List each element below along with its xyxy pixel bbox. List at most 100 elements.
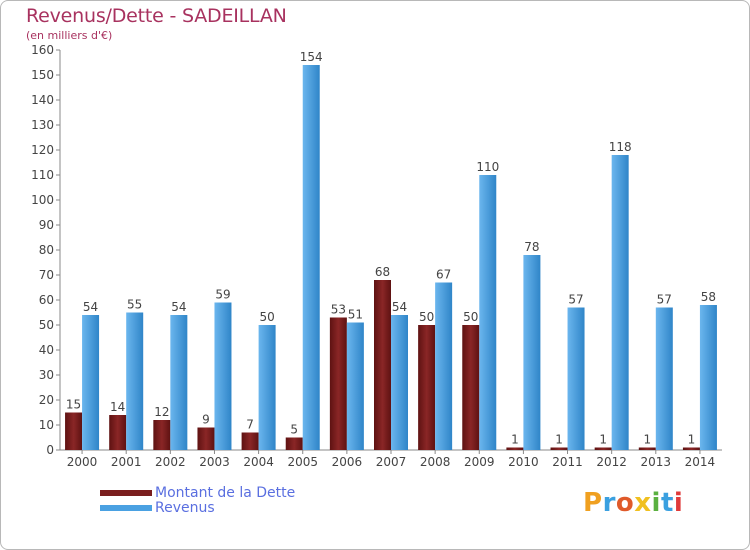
revenus-bar <box>611 155 629 450</box>
x-tick-label: 2008 <box>420 455 451 469</box>
dette-bar <box>462 325 480 450</box>
x-tick-label: 2001 <box>111 455 142 469</box>
dette-value-label: 5 <box>290 423 298 437</box>
dette-value-label: 1 <box>599 433 607 447</box>
revenus-value-label: 118 <box>609 140 632 154</box>
dette-bar <box>594 447 612 450</box>
dette-value-label: 1 <box>511 433 519 447</box>
revenus-bar <box>170 315 188 450</box>
dette-bar <box>682 447 700 450</box>
x-tick-label: 2002 <box>155 455 186 469</box>
x-tick-label: 2010 <box>508 455 539 469</box>
y-tick-label: 160 <box>31 43 54 57</box>
revenus-bar <box>523 255 541 450</box>
y-tick-label: 50 <box>39 318 54 332</box>
x-tick-label: 2003 <box>199 455 230 469</box>
logo-letter: i <box>673 488 684 518</box>
revenus-value-label: 54 <box>392 300 407 314</box>
revenus-bar <box>302 65 320 450</box>
dette-value-label: 1 <box>555 433 563 447</box>
logo-letter: t <box>660 488 674 518</box>
legend-item-dette: Montant de la Dette <box>100 484 296 501</box>
x-tick-label: 2013 <box>641 455 672 469</box>
revenus-bar <box>126 312 144 450</box>
revenus-bar <box>346 322 364 450</box>
y-tick-label: 100 <box>31 193 54 207</box>
legend-swatch-revenus <box>100 504 152 511</box>
y-tick-label: 130 <box>31 118 54 132</box>
revenus-value-label: 67 <box>436 268 451 282</box>
chart-title: Revenus/Dette - SADEILLAN <box>26 5 287 27</box>
y-tick-label: 110 <box>31 168 54 182</box>
revenus-value-label: 110 <box>476 160 499 174</box>
logo-letter: i <box>651 488 661 518</box>
revenus-bar <box>258 325 276 450</box>
revenus-value-label: 57 <box>568 293 583 307</box>
x-tick-label: 2000 <box>67 455 98 469</box>
x-tick-label: 2004 <box>243 455 274 469</box>
y-tick-label: 0 <box>46 443 54 457</box>
dette-value-label: 50 <box>419 310 434 324</box>
logo-letter: o <box>615 488 635 518</box>
x-tick-label: 2011 <box>552 455 583 469</box>
dette-value-label: 7 <box>246 418 254 432</box>
dette-bar <box>65 412 83 450</box>
y-tick-label: 140 <box>31 93 54 107</box>
revenus-value-label: 54 <box>83 300 98 314</box>
dette-value-label: 1 <box>688 433 696 447</box>
dette-bar <box>285 437 303 450</box>
y-tick-label: 10 <box>39 418 54 432</box>
dette-value-label: 14 <box>110 400 125 414</box>
revenus-bar <box>567 307 585 450</box>
revenus-bar <box>391 315 408 450</box>
legend: Montant de la Dette Revenus <box>100 484 296 516</box>
y-tick-label: 80 <box>39 243 54 257</box>
dette-value-label: 15 <box>66 398 81 412</box>
y-tick-label: 120 <box>31 143 54 157</box>
dette-bar <box>153 420 171 450</box>
dette-value-label: 53 <box>331 303 346 317</box>
x-tick-label: 2006 <box>332 455 363 469</box>
dette-value-label: 50 <box>463 310 478 324</box>
revenus-bar <box>82 315 100 450</box>
y-tick-label: 40 <box>39 343 54 357</box>
revenus-bar <box>655 307 673 450</box>
revenus-value-label: 78 <box>524 240 539 254</box>
legend-label-dette: Montant de la Dette <box>155 484 296 501</box>
dette-bar <box>638 447 656 450</box>
logo-letter: x <box>634 488 652 518</box>
dette-bar <box>550 447 568 450</box>
dette-value-label: 1 <box>643 433 651 447</box>
revenus-value-label: 55 <box>127 298 142 312</box>
dette-bar <box>241 432 259 450</box>
dette-bar <box>197 427 215 450</box>
revenus-value-label: 154 <box>300 50 323 64</box>
x-tick-label: 2009 <box>464 455 495 469</box>
revenus-value-label: 57 <box>657 293 672 307</box>
revenus-bar <box>699 305 717 450</box>
chart-subtitle: (en milliers d'€) <box>26 29 113 42</box>
y-tick-label: 60 <box>39 293 54 307</box>
revenus-bar <box>214 302 232 450</box>
y-tick-label: 70 <box>39 268 54 282</box>
dette-bar <box>418 325 436 450</box>
proxiti-logo: Proxiti <box>583 488 683 518</box>
y-tick-label: 30 <box>39 368 54 382</box>
dette-value-label: 68 <box>375 265 390 279</box>
y-tick-label: 20 <box>39 393 54 407</box>
dette-value-label: 12 <box>154 405 169 419</box>
legend-label-revenus: Revenus <box>155 499 215 516</box>
revenus-value-label: 51 <box>348 308 363 322</box>
revenus-bar <box>435 282 453 450</box>
revenus-value-label: 50 <box>259 310 274 324</box>
revenus-bar <box>479 175 497 450</box>
legend-item-revenus: Revenus <box>100 499 295 516</box>
y-tick-label: 90 <box>39 218 54 232</box>
dette-value-label: 9 <box>202 413 210 427</box>
legend-swatch-dette <box>100 489 152 496</box>
dette-bar <box>109 415 127 450</box>
dette-bar <box>506 447 524 450</box>
x-tick-label: 2007 <box>376 455 407 469</box>
logo-letter: P <box>583 488 603 518</box>
